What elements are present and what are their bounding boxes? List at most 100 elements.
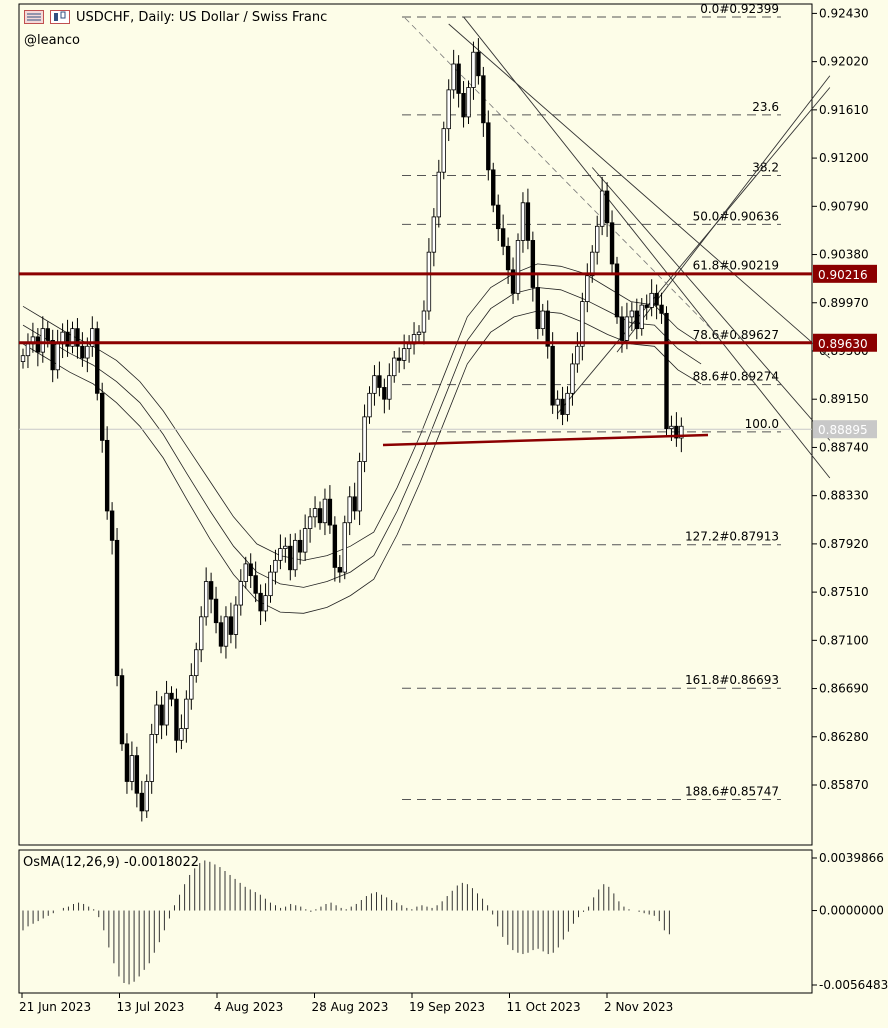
candle-body xyxy=(495,204,501,230)
candle-body xyxy=(669,425,674,430)
y-tick-label: 0.91610 xyxy=(819,103,869,117)
candle-body xyxy=(352,496,357,512)
candle-body xyxy=(174,698,179,741)
candle-body xyxy=(555,398,560,406)
candle-body xyxy=(530,240,536,288)
candle-body xyxy=(446,89,451,130)
candle-body xyxy=(40,328,45,353)
candle-body xyxy=(649,292,654,308)
candle-body xyxy=(307,516,313,529)
candle-body xyxy=(515,240,521,294)
candle-body xyxy=(297,539,303,553)
candle-body xyxy=(50,339,55,371)
candle-body xyxy=(322,498,328,524)
candle-body xyxy=(500,228,506,247)
osma-y-tick-label: 0.0039866 xyxy=(819,851,884,865)
candle-body xyxy=(481,75,486,124)
candle-body xyxy=(401,348,407,361)
candle-body xyxy=(535,287,540,330)
y-tick-label: 0.86280 xyxy=(819,730,869,744)
candle-body xyxy=(456,63,461,94)
candle-body xyxy=(273,559,278,573)
candle-body xyxy=(129,755,135,782)
candle-body xyxy=(585,275,590,302)
candle-body xyxy=(253,575,258,594)
candle-body xyxy=(104,439,110,512)
candle-body xyxy=(347,496,352,524)
candle-body xyxy=(357,461,362,512)
y-tick-label: 0.88740 xyxy=(819,440,869,454)
current-price-label: 0.88895 xyxy=(818,423,868,437)
y-tick-label: 0.90790 xyxy=(819,199,869,213)
candle-body xyxy=(599,190,605,227)
candle-body xyxy=(590,251,595,277)
candle-body xyxy=(218,622,224,647)
current-price-badge xyxy=(813,420,877,439)
candle-body xyxy=(312,508,318,518)
candle-body xyxy=(317,508,323,524)
y-tick-label: 0.87100 xyxy=(819,633,869,647)
candle-body xyxy=(302,528,308,553)
y-tick-label: 0.87920 xyxy=(819,537,869,551)
candle-body xyxy=(654,292,659,306)
candle-body xyxy=(639,304,644,330)
candle-body xyxy=(461,92,466,118)
y-tick-label: 0.90380 xyxy=(819,248,869,262)
candle-body xyxy=(223,616,229,647)
candle-body xyxy=(372,375,377,394)
y-tick-label: 0.87510 xyxy=(819,585,869,599)
candle-body xyxy=(213,598,219,624)
candlestick-icon[interactable] xyxy=(50,10,70,24)
candle-body xyxy=(194,649,199,677)
candle-body xyxy=(189,675,194,700)
candle-body xyxy=(169,692,174,700)
candle-body xyxy=(679,425,684,439)
candle-body xyxy=(505,245,511,271)
y-tick-label: 0.92020 xyxy=(819,55,869,69)
x-tick-label: 28 Aug 2023 xyxy=(312,1000,389,1014)
fib-level-label: 38.2 xyxy=(752,160,779,174)
candle-body xyxy=(55,343,60,371)
candle-body xyxy=(545,310,550,347)
candle-body xyxy=(362,416,367,462)
candle-body xyxy=(90,328,95,347)
trend-line xyxy=(591,167,831,441)
key-level-label: 0.89630 xyxy=(818,337,868,351)
candle-body xyxy=(258,592,263,612)
candle-body xyxy=(377,375,382,388)
candle-body xyxy=(520,202,526,241)
candle-body xyxy=(392,357,397,377)
candle-body xyxy=(109,510,115,541)
candle-body xyxy=(20,355,26,362)
candle-body xyxy=(149,734,154,782)
candle-body xyxy=(629,310,635,318)
candle-body xyxy=(451,63,456,91)
candle-body xyxy=(416,331,422,335)
author-label: @leanco xyxy=(24,33,80,48)
support-trend-line[interactable] xyxy=(382,433,709,447)
candle-body xyxy=(293,539,298,571)
candle-body xyxy=(426,251,432,312)
key-level-badge xyxy=(813,333,877,352)
bar-chart-icon[interactable] xyxy=(24,10,44,24)
candle-body xyxy=(208,581,214,600)
candle-body xyxy=(243,563,248,582)
fib-level-label: 127.2#0.87913 xyxy=(685,530,779,544)
candle-body xyxy=(25,343,31,357)
candle-body xyxy=(139,792,144,812)
candle-body xyxy=(659,304,664,314)
candle-body xyxy=(342,522,347,573)
candle-body xyxy=(580,301,585,347)
candle-body xyxy=(75,328,80,347)
candle-body xyxy=(575,345,580,365)
y-tick-label: 0.86690 xyxy=(819,682,869,696)
candle-body xyxy=(248,563,253,577)
fib-level-label: 61.8#0.90219 xyxy=(693,258,779,272)
candle-body xyxy=(540,310,545,330)
trend-line xyxy=(557,87,831,414)
candle-body xyxy=(560,398,565,415)
candle-body xyxy=(367,392,372,418)
moving-average-line xyxy=(22,310,702,614)
candle-body xyxy=(332,524,338,568)
candle-body xyxy=(238,581,243,606)
